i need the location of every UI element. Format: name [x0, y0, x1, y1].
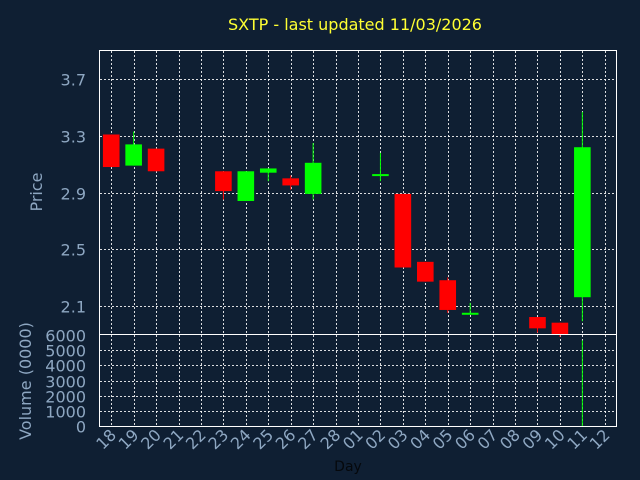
candle-body — [259, 168, 277, 173]
candle-body — [394, 193, 412, 268]
price-tick-label: 3.3 — [61, 128, 86, 147]
candles — [102, 111, 591, 337]
volume-panel-frame — [99, 334, 617, 427]
price-tick-label: 2.9 — [61, 185, 86, 204]
candle-body — [102, 134, 120, 168]
candle-body — [574, 147, 591, 298]
volume-tick-label: 2000 — [45, 388, 86, 407]
x-axis-label: Day — [334, 459, 362, 475]
price-tick-label: 3.7 — [61, 71, 86, 90]
day-tick-labels: 1819202122232425262728010203040506070809… — [92, 425, 613, 453]
volume-tick-label: 5000 — [45, 342, 86, 361]
price-tick-label: 2.1 — [61, 298, 86, 317]
candle-body — [461, 312, 479, 315]
volume-axis-label: Volume (0000) — [16, 322, 35, 440]
chart-title: SXTP - last updated 11/03/2026 — [228, 15, 482, 34]
y-axis-label: Price — [27, 172, 46, 211]
candle-body — [551, 322, 569, 334]
candle-body — [237, 171, 255, 201]
volume-tick-label: 0 — [76, 418, 86, 437]
volume-tick-label: 3000 — [45, 373, 86, 392]
price-tick-label: 2.5 — [61, 241, 86, 260]
candle-body — [125, 144, 142, 166]
candle-body — [417, 261, 434, 282]
candle-body — [304, 162, 322, 194]
volume-tick-label: 1000 — [45, 403, 86, 422]
grid-lines — [100, 51, 616, 426]
candle-body — [215, 171, 232, 192]
candle-body — [529, 317, 546, 329]
candle-body — [372, 174, 389, 177]
candle-body — [282, 178, 299, 186]
candle-body — [147, 148, 165, 172]
volume-tick-label: 4000 — [45, 357, 86, 376]
price-tick-labels: 3.7 3.3 2.9 2.5 2.1 — [61, 71, 86, 317]
candle-body — [439, 280, 457, 310]
volume-tick-label: 6000 — [45, 327, 86, 346]
